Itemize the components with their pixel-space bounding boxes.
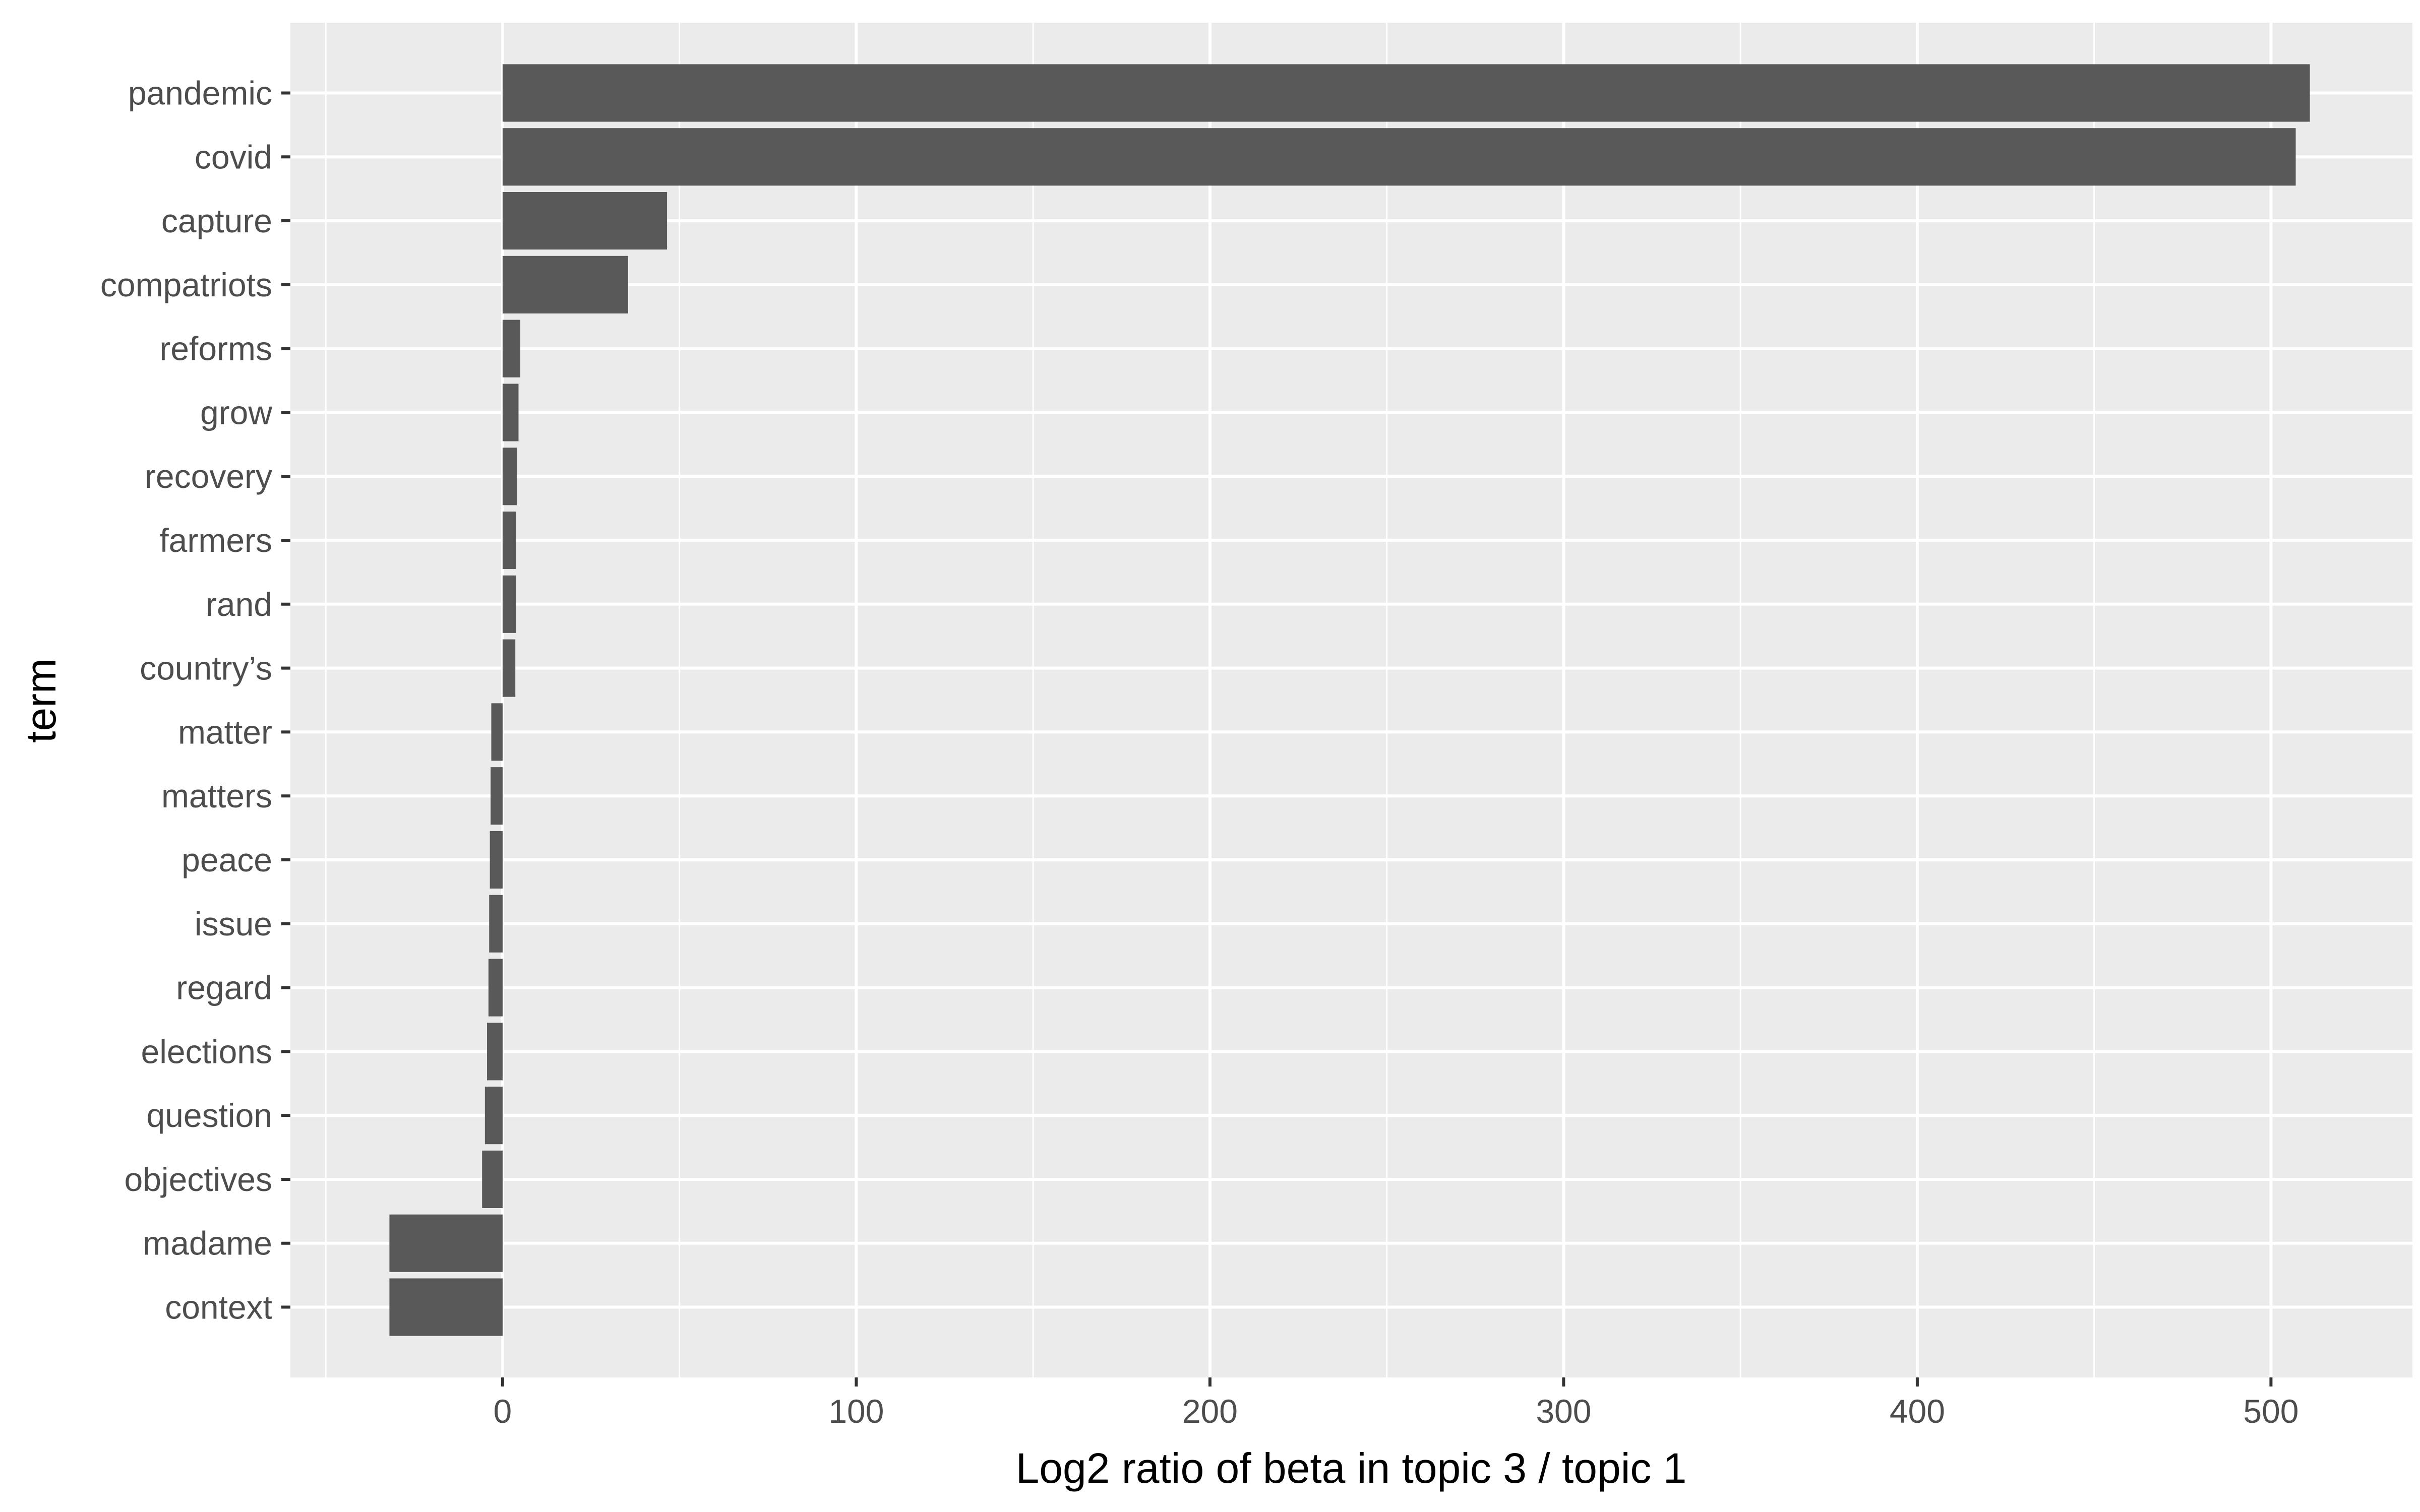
- x-tick-label: 100: [828, 1393, 884, 1430]
- y-tick-label: matter: [178, 713, 272, 750]
- bar-farmers: [502, 511, 516, 570]
- y-tick-label: madame: [143, 1225, 272, 1262]
- bar-madame: [389, 1214, 503, 1272]
- bar-country’s: [502, 639, 516, 697]
- x-tick-label: 400: [1890, 1393, 1945, 1430]
- major-gridlines: [290, 23, 2412, 1377]
- bar-matter: [491, 703, 503, 761]
- y-tick-label: context: [165, 1289, 272, 1326]
- bar-pandemic: [502, 64, 2310, 122]
- x-tick-label: 300: [1536, 1393, 1591, 1430]
- bar-regard: [488, 959, 503, 1017]
- bar-capture: [502, 192, 668, 250]
- bar-grow: [502, 384, 519, 442]
- bar-matters: [491, 767, 503, 825]
- x-tick-label: 500: [2243, 1393, 2298, 1430]
- y-axis-title: term: [17, 658, 65, 743]
- bar-context: [389, 1278, 503, 1336]
- bar-compatriots: [502, 256, 628, 313]
- y-axis: pandemic covid capture compatriots reforms gr…: [100, 74, 290, 1326]
- y-tick-label: covid: [195, 138, 272, 175]
- y-tick-label: reforms: [159, 330, 272, 367]
- y-tick-label: compatriots: [100, 266, 272, 303]
- bar-reforms: [502, 320, 520, 377]
- bar-rand: [502, 575, 516, 633]
- y-tick-label: capture: [161, 202, 272, 239]
- y-tick-label: objectives: [125, 1161, 273, 1198]
- bar-peace: [490, 831, 503, 889]
- minor-gridlines: [325, 23, 2095, 1377]
- y-tick-label: issue: [195, 905, 272, 942]
- bars: [389, 64, 2310, 1336]
- x-tick-label: 0: [494, 1393, 512, 1430]
- y-tick-label: grow: [200, 394, 272, 431]
- y-tick-label: elections: [141, 1033, 273, 1070]
- y-tick-label: rand: [206, 586, 272, 623]
- y-tick-label: country’s: [140, 650, 272, 687]
- bar-question: [485, 1087, 503, 1145]
- x-tick-label: 200: [1182, 1393, 1238, 1430]
- bar-recovery: [502, 448, 517, 506]
- bar-issue: [489, 895, 503, 953]
- y-tick-label: peace: [182, 841, 272, 878]
- x-axis: 0 100 200 300 400 500: [494, 1377, 2298, 1430]
- y-tick-label: farmers: [159, 522, 272, 559]
- y-tick-label: matters: [161, 777, 272, 814]
- bar-objectives: [482, 1150, 503, 1208]
- x-axis-title: Log2 ratio of beta in topic 3 / topic 1: [1016, 1444, 1687, 1492]
- y-tick-label: question: [146, 1097, 272, 1134]
- y-tick-label: recovery: [145, 458, 272, 495]
- y-tick-label: pandemic: [128, 74, 272, 111]
- y-tick-label: regard: [176, 969, 272, 1006]
- bar-elections: [487, 1023, 503, 1081]
- bar-covid: [502, 128, 2296, 186]
